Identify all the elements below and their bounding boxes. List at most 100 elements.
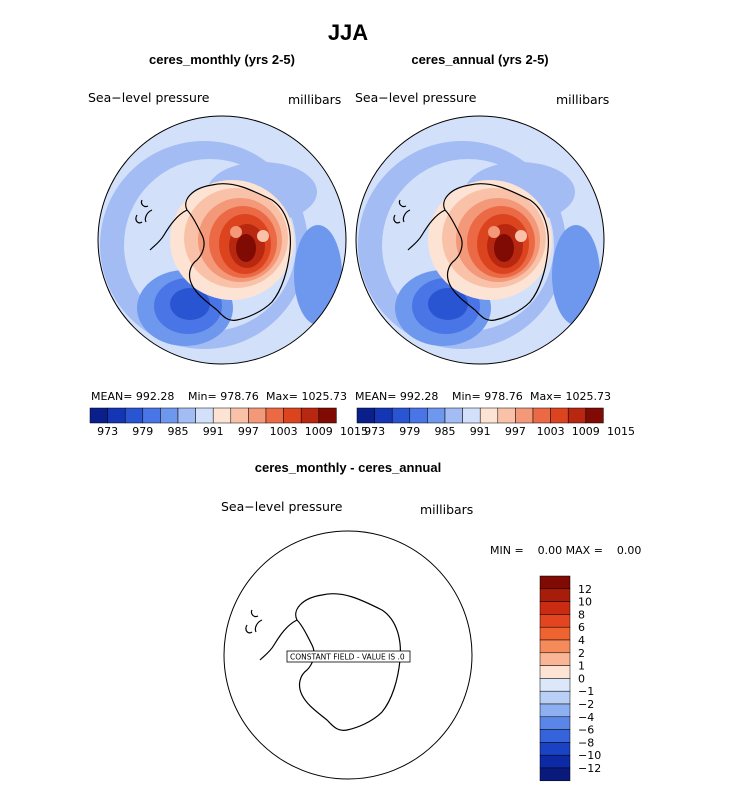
colorbar-1-tick-label: 997: [505, 425, 526, 438]
colorbar-0-tick-label: 991: [203, 425, 224, 438]
panel-left-map-border: [97, 115, 347, 365]
colorbar-2-tick-label: −10: [578, 749, 601, 762]
panel-left-mean: MEAN= 992.28: [91, 390, 174, 403]
colorbar-0-tick-label: 1009: [305, 425, 333, 438]
colorbar-2-swatch-6: [539, 652, 571, 666]
colorbar-2-swatch-11: [539, 716, 571, 730]
panel-right-min: Min= 978.76: [452, 390, 523, 403]
colorbar-1-swatch-13: [585, 407, 604, 424]
colorbar-2-tick-label: 0: [578, 672, 585, 685]
panel-left-colorbar: 973 979 985 991 997 1003 1009 1015: [89, 407, 368, 438]
colorbar-0-swatch-4: [160, 407, 179, 424]
colorbar-1-swatch-5: [444, 407, 463, 424]
panel-left-map: [98, 116, 346, 364]
colorbar-2-swatch-2: [539, 601, 571, 615]
colorbar-0-swatch-0: [89, 407, 108, 424]
constant-field-box: [286, 650, 411, 663]
colorbar-2-swatch-3: [539, 614, 571, 628]
colorbar-0-swatch-1: [107, 407, 126, 424]
colorbar-0-swatch-11: [283, 407, 302, 424]
panel-right-max: Max= 1025.73: [530, 390, 611, 403]
panel-left-max: Max= 1025.73: [266, 390, 347, 403]
colorbar-1-tick-label: 1003: [537, 425, 565, 438]
colorbar-2-swatch-4: [539, 626, 571, 641]
panel-left: ceres_monthly (yrs 2-5) Sea−level pressu…: [88, 52, 368, 438]
colorbar-2-tick-label: −8: [578, 736, 594, 749]
colorbar-0-swatch-12: [300, 407, 320, 424]
colorbar-1-swatch-0: [356, 407, 375, 424]
colorbar-2-tick-label: 1: [578, 660, 585, 673]
panel-right-subtitle: ceres_annual (yrs 2-5): [411, 52, 548, 67]
panel-right-field-label: Sea−level pressure: [355, 90, 477, 105]
colorbar-1-tick-label: 973: [364, 425, 385, 438]
panel-diff: ceres_monthly - ceres_annual Sea−level p…: [221, 460, 641, 782]
panel-right: ceres_annual (yrs 2-5) Sea−level pressur…: [355, 52, 635, 438]
colorbar-0-tick-label: 985: [168, 425, 189, 438]
colorbar-0-swatch-2: [124, 407, 144, 424]
colorbar-1-swatch-6: [462, 407, 481, 424]
colorbar-2-tick-label: 6: [578, 621, 585, 634]
colorbar-2-tick-label: 8: [578, 608, 585, 621]
panel-left-min: Min= 978.76: [188, 390, 259, 403]
colorbar-2-tick-label: −4: [578, 711, 594, 724]
colorbar-2-swatch-10: [539, 703, 571, 718]
colorbar-0-tick-label: 1003: [270, 425, 298, 438]
panel-diff-minmax: MIN = 0.00 MAX = 0.00: [490, 544, 641, 557]
colorbar-0-swatch-8: [230, 407, 249, 424]
colorbar-2-tick-label: 4: [578, 634, 585, 647]
figure-title: JJA: [328, 20, 368, 45]
colorbar-2-swatch-9: [539, 690, 571, 705]
colorbar-2-tick-label: 10: [578, 596, 592, 609]
colorbar-2-tick-label: −1: [578, 685, 594, 698]
colorbar-1-tick-label: 979: [399, 425, 420, 438]
colorbar-1-swatch-12: [567, 407, 587, 424]
colorbar-1-swatch-10: [532, 407, 551, 424]
panel-right-units-label: millibars: [556, 92, 609, 107]
colorbar-1-swatch-1: [374, 407, 393, 424]
colorbar-2-swatch-5: [539, 639, 571, 654]
colorbar-2-swatch-8: [539, 678, 571, 692]
colorbar-1-swatch-3: [409, 407, 428, 424]
colorbar-2-tick-label: −12: [578, 762, 601, 775]
colorbar-0-swatch-9: [248, 407, 267, 424]
colorbar-2-swatch-7: [539, 665, 571, 679]
colorbar-1-swatch-11: [550, 407, 569, 424]
constant-field-note: CONSTANT FIELD - VALUE IS .0: [290, 653, 405, 662]
colorbar-2-swatch-13: [539, 742, 571, 756]
colorbar-0-swatch-10: [265, 407, 284, 424]
colorbar-2-tick-label: 12: [578, 583, 592, 596]
panel-right-colorbar: 973 979 985 991 997 1003 1009 1015: [356, 407, 635, 438]
panel-left-subtitle: ceres_monthly (yrs 2-5): [149, 52, 295, 67]
colorbar-2-swatch-12: [539, 729, 571, 743]
panel-right-map-border: [355, 115, 605, 365]
colorbar-1-tick-label: 991: [470, 425, 491, 438]
colorbar-0-swatch-13: [318, 407, 337, 424]
colorbar-2-swatch-0: [539, 575, 571, 590]
colorbar-2-tick-label: −2: [578, 698, 594, 711]
colorbar-0-tick-label: 979: [132, 425, 153, 438]
panel-diff-subtitle: ceres_monthly - ceres_annual: [255, 460, 441, 475]
colorbar-2-swatch-15: [539, 767, 571, 782]
colorbar-0-swatch-6: [195, 407, 214, 424]
colorbar-0-swatch-3: [142, 407, 161, 424]
panel-diff-units-label: millibars: [420, 502, 473, 517]
colorbar-1-swatch-2: [391, 407, 411, 424]
colorbar-1-swatch-7: [479, 407, 499, 424]
colorbar-0-tick-label: 973: [97, 425, 118, 438]
panel-left-field-label: Sea−level pressure: [88, 90, 210, 105]
colorbar-1-swatch-9: [515, 407, 534, 424]
colorbar-2-swatch-14: [539, 754, 571, 769]
colorbar-1-swatch-8: [497, 407, 516, 424]
panel-left-units-label: millibars: [288, 92, 341, 107]
panel-diff-field-label: Sea−level pressure: [221, 499, 343, 514]
colorbar-1-swatch-4: [427, 407, 446, 424]
colorbar-0-tick-label: 1015: [340, 425, 368, 438]
colorbar-0-swatch-5: [177, 407, 196, 424]
colorbar-2-swatch-1: [539, 588, 571, 602]
colorbar-1-tick-label: 1009: [572, 425, 600, 438]
colorbar-2-tick-label: 2: [578, 647, 585, 660]
colorbar-1-tick-label: 1015: [607, 425, 635, 438]
colorbar-2-tick-label: −6: [578, 724, 594, 737]
